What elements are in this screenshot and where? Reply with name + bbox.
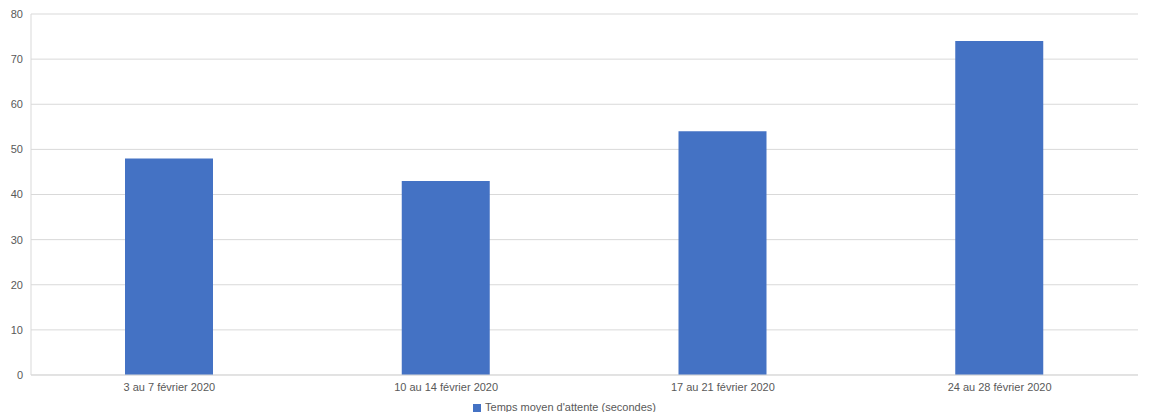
svg-text:70: 70 [11, 53, 23, 65]
svg-text:17 au 21 février 2020: 17 au 21 février 2020 [671, 381, 775, 393]
svg-text:60: 60 [11, 98, 23, 110]
svg-text:40: 40 [11, 188, 23, 200]
svg-text:10: 10 [11, 324, 23, 336]
svg-text:80: 80 [11, 8, 23, 20]
svg-text:10 au 14 février 2020: 10 au 14 février 2020 [394, 381, 498, 393]
svg-text:20: 20 [11, 279, 23, 291]
html-text:Temps moyen d'attente (seconde: Temps moyen d'attente (secondes) [485, 401, 656, 413]
svg-text:30: 30 [11, 234, 23, 246]
svg-text:3 au 7 février 2020: 3 au 7 février 2020 [124, 381, 216, 393]
svg-text:50: 50 [11, 143, 23, 155]
svg-text:24 au 28 février 2020: 24 au 28 février 2020 [948, 381, 1052, 393]
svg-text:0: 0 [17, 369, 23, 381]
